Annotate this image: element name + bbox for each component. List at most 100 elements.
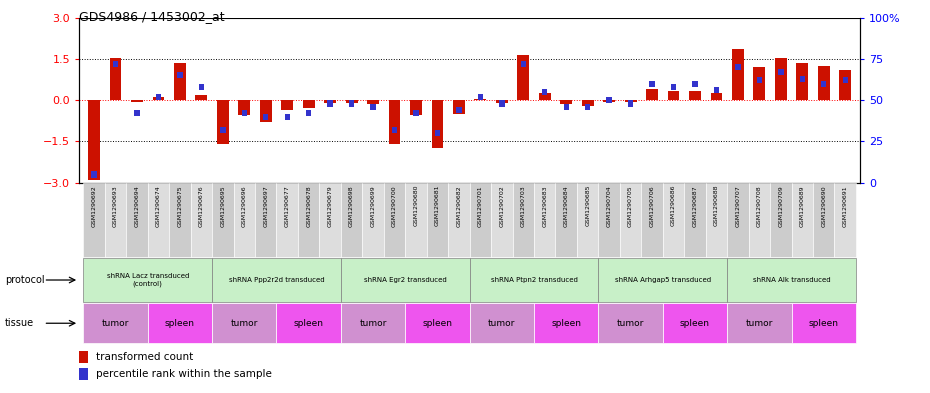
- Bar: [84, 303, 148, 343]
- Bar: [212, 258, 341, 302]
- Bar: [341, 258, 470, 302]
- Bar: [281, 100, 293, 110]
- Text: GDS4986 / 1453002_at: GDS4986 / 1453002_at: [79, 10, 225, 23]
- Bar: [684, 183, 706, 257]
- Bar: [470, 183, 491, 257]
- Text: GSM1290700: GSM1290700: [392, 185, 397, 227]
- Bar: [105, 183, 126, 257]
- Bar: [775, 57, 787, 100]
- Bar: [113, 61, 118, 67]
- Bar: [727, 183, 749, 257]
- Text: spleen: spleen: [422, 319, 453, 328]
- Text: GSM1290683: GSM1290683: [542, 185, 547, 227]
- Bar: [453, 100, 465, 114]
- Bar: [259, 100, 272, 122]
- Bar: [727, 303, 791, 343]
- Bar: [598, 258, 727, 302]
- Bar: [432, 100, 444, 148]
- Bar: [757, 77, 762, 83]
- Bar: [212, 183, 233, 257]
- Bar: [199, 84, 204, 90]
- Bar: [538, 93, 551, 100]
- Text: spleen: spleen: [809, 319, 839, 328]
- Bar: [298, 183, 319, 257]
- Bar: [713, 87, 719, 93]
- Text: shRNA Lacz transduced
(control): shRNA Lacz transduced (control): [107, 273, 189, 287]
- Bar: [663, 303, 727, 343]
- Text: GSM1290705: GSM1290705: [628, 185, 633, 227]
- Bar: [367, 100, 379, 104]
- Bar: [606, 97, 612, 103]
- Bar: [263, 114, 269, 120]
- Bar: [749, 183, 770, 257]
- Text: tumor: tumor: [617, 319, 644, 328]
- Text: shRNA Alk transduced: shRNA Alk transduced: [752, 277, 830, 283]
- Text: GSM1290707: GSM1290707: [736, 185, 740, 227]
- Bar: [796, 63, 808, 100]
- Bar: [155, 94, 161, 100]
- Text: GSM1290677: GSM1290677: [285, 185, 290, 227]
- Text: shRNA Ptpn2 transduced: shRNA Ptpn2 transduced: [491, 277, 578, 283]
- Text: transformed count: transformed count: [96, 353, 193, 362]
- Text: tumor: tumor: [231, 319, 258, 328]
- Bar: [791, 183, 813, 257]
- Bar: [134, 110, 140, 116]
- Text: GSM1290684: GSM1290684: [564, 185, 569, 227]
- Bar: [474, 99, 486, 100]
- Text: GSM1290699: GSM1290699: [370, 185, 376, 227]
- Text: GSM1290674: GSM1290674: [156, 185, 161, 227]
- Bar: [628, 101, 633, 107]
- Bar: [813, 183, 834, 257]
- Bar: [389, 100, 401, 144]
- Text: GSM1290692: GSM1290692: [91, 185, 97, 227]
- Text: GSM1290680: GSM1290680: [414, 185, 418, 226]
- Bar: [434, 130, 440, 136]
- Bar: [604, 100, 615, 101]
- Bar: [817, 66, 830, 100]
- Text: tumor: tumor: [359, 319, 387, 328]
- Text: GSM1290686: GSM1290686: [671, 185, 676, 226]
- Bar: [582, 100, 593, 106]
- Bar: [646, 89, 658, 100]
- Text: GSM1290676: GSM1290676: [199, 185, 204, 227]
- Bar: [512, 183, 534, 257]
- Bar: [153, 97, 165, 100]
- Text: shRNA Arhgap5 transduced: shRNA Arhgap5 transduced: [615, 277, 711, 283]
- Text: GSM1290698: GSM1290698: [349, 185, 354, 227]
- Bar: [303, 100, 314, 108]
- Text: GSM1290695: GSM1290695: [220, 185, 225, 227]
- Text: GSM1290697: GSM1290697: [263, 185, 268, 227]
- Bar: [620, 183, 642, 257]
- Bar: [711, 93, 723, 100]
- Bar: [178, 72, 182, 79]
- Bar: [84, 183, 105, 257]
- Bar: [843, 77, 848, 83]
- Bar: [470, 303, 534, 343]
- Bar: [753, 67, 765, 100]
- Text: GSM1290708: GSM1290708: [757, 185, 762, 227]
- Bar: [349, 101, 354, 107]
- Text: GSM1290693: GSM1290693: [113, 185, 118, 227]
- Bar: [727, 258, 856, 302]
- Text: GSM1290706: GSM1290706: [649, 185, 655, 227]
- Bar: [191, 183, 212, 257]
- Bar: [195, 95, 207, 100]
- Bar: [363, 183, 384, 257]
- Bar: [126, 183, 148, 257]
- Text: GSM1290694: GSM1290694: [135, 185, 140, 227]
- Bar: [478, 94, 483, 100]
- Bar: [517, 55, 529, 100]
- Bar: [521, 61, 526, 67]
- Bar: [392, 127, 397, 133]
- Text: spleen: spleen: [680, 319, 710, 328]
- Bar: [413, 110, 418, 116]
- Bar: [800, 76, 805, 82]
- Bar: [233, 183, 255, 257]
- Bar: [276, 183, 298, 257]
- Bar: [327, 101, 333, 107]
- Bar: [174, 63, 186, 100]
- Text: GSM1290704: GSM1290704: [606, 185, 612, 227]
- Bar: [839, 70, 851, 100]
- Text: GSM1290701: GSM1290701: [478, 185, 483, 227]
- Bar: [88, 100, 100, 180]
